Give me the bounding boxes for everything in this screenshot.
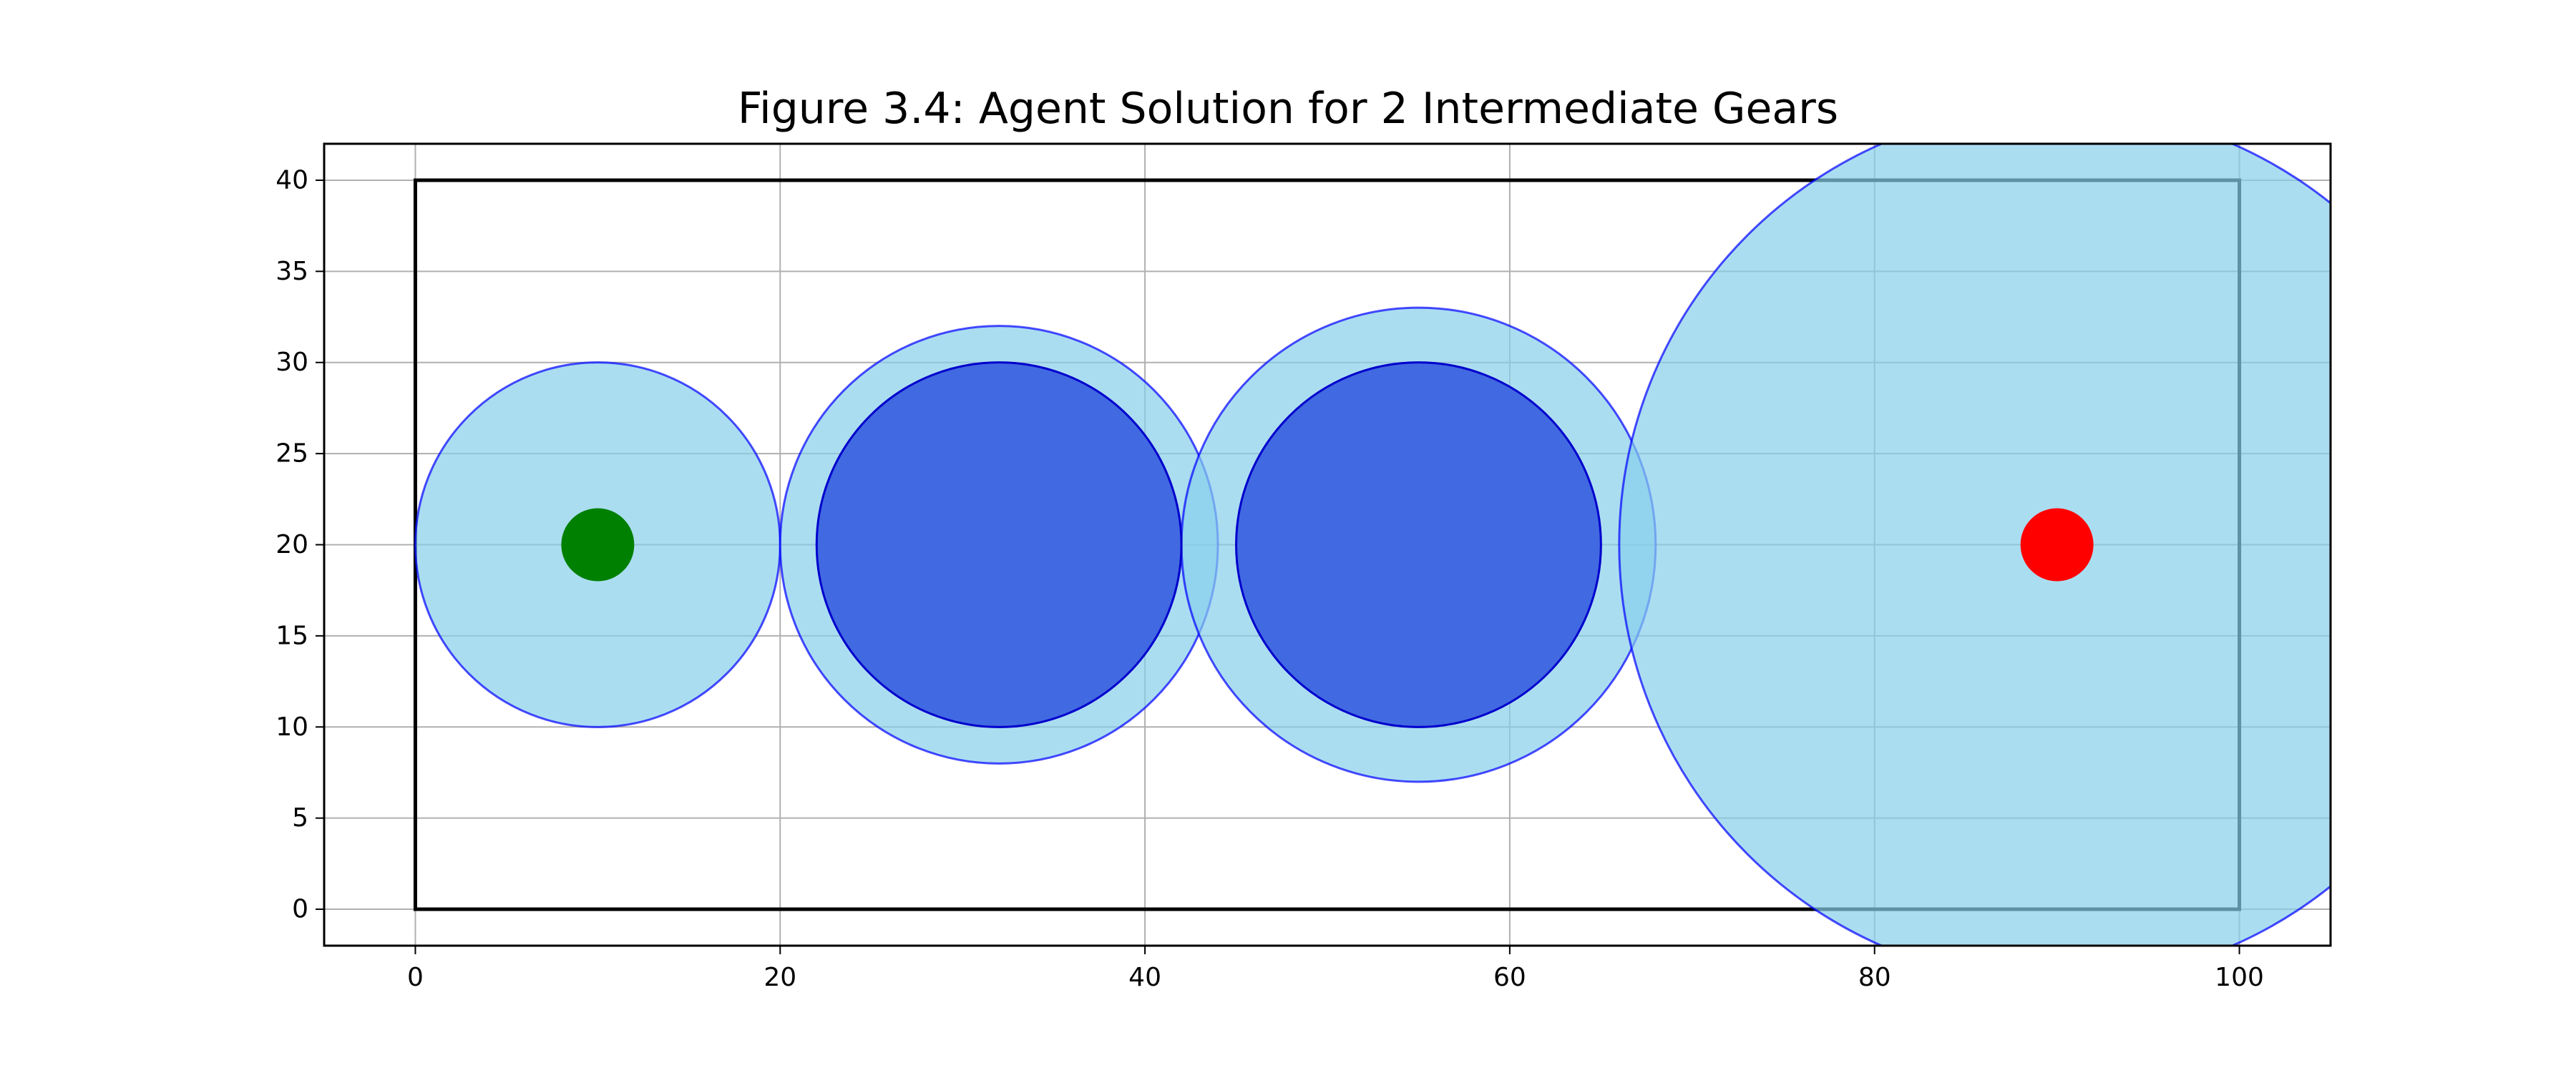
start-point	[561, 508, 635, 582]
x-tick-label: 100	[2215, 963, 2264, 992]
y-tick-label: 0	[292, 895, 308, 924]
x-tick-label: 20	[763, 963, 796, 992]
gear-inner-circle	[815, 361, 1183, 728]
x-tick-label: 60	[1493, 963, 1526, 992]
y-tick-label: 40	[275, 165, 308, 195]
y-tick-label: 35	[275, 257, 308, 286]
gear-inner-circle	[1235, 361, 1602, 728]
y-axis: 0 5 10 15 20 25 30 35 40	[275, 165, 324, 924]
gears	[414, 144, 2331, 946]
chart-title: Figure 3.4: Agent Solution for 2 Interme…	[738, 84, 1838, 134]
x-tick-label: 80	[1858, 963, 1891, 992]
x-axis: 0 20 40 60 80 100	[407, 946, 2264, 992]
x-tick-label: 0	[407, 963, 424, 992]
gear-outer-circle	[1618, 144, 2331, 946]
y-tick-label: 10	[275, 712, 308, 742]
y-tick-label: 15	[275, 621, 308, 650]
y-tick-label: 20	[275, 530, 308, 559]
x-tick-label: 40	[1128, 963, 1161, 992]
end-point	[2020, 508, 2094, 582]
y-tick-label: 5	[292, 803, 308, 833]
points	[561, 508, 2094, 582]
y-tick-label: 30	[275, 348, 308, 377]
y-tick-label: 25	[275, 439, 308, 469]
